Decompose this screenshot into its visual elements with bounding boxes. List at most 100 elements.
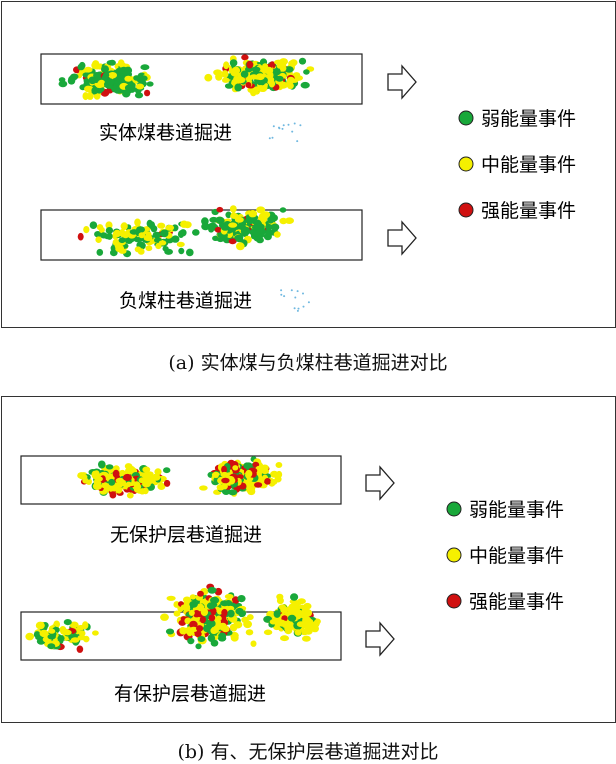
medium-event-dot	[180, 220, 189, 228]
legend-medium-label: 中能量事件	[481, 154, 576, 176]
medium-event-dot	[228, 222, 238, 228]
medium-event-dot	[133, 486, 141, 493]
medium-event-dot	[59, 626, 67, 634]
medium-event-dot	[199, 485, 208, 491]
micro-dot	[293, 307, 296, 310]
legend-strong-marker	[458, 202, 474, 218]
legend-weak-marker	[458, 110, 474, 126]
medium-event-dot	[221, 483, 228, 490]
medium-event-dot	[94, 476, 103, 482]
medium-event-dot	[137, 248, 145, 255]
weak-event-dot	[94, 231, 102, 238]
micro-dot	[281, 127, 284, 130]
weak-event-dot	[279, 207, 287, 213]
weak-event-dot	[240, 70, 249, 78]
legend-medium-marker	[446, 547, 462, 563]
medium-event-dot	[245, 629, 254, 636]
medium-event-dot	[69, 621, 79, 629]
medium-event-dot	[294, 629, 302, 636]
micro-dot	[307, 301, 310, 304]
weak-event-dot	[165, 628, 175, 635]
weak-event-dot	[118, 237, 126, 244]
micro-dot	[283, 295, 286, 298]
weak-event-dot	[189, 600, 198, 608]
medium-event-dot	[92, 482, 102, 490]
weak-event-dot	[146, 219, 153, 228]
strong-event-dot	[144, 89, 151, 97]
weak-event-dot	[58, 80, 68, 88]
medium-event-dot	[158, 240, 167, 246]
weak-event-dot	[235, 236, 244, 243]
weak-event-dot	[177, 230, 185, 238]
arrow-right-icon	[387, 64, 417, 100]
medium-event-dot	[280, 635, 289, 642]
medium-event-dot	[222, 77, 230, 83]
medium-event-dot	[232, 465, 239, 471]
weak-event-dot	[218, 632, 227, 640]
medium-event-dot	[83, 66, 93, 73]
medium-event-dot	[189, 626, 198, 632]
weak-event-dot	[228, 226, 236, 232]
medium-event-dot	[124, 463, 133, 470]
weak-event-dot	[68, 75, 76, 84]
medium-event-dot	[126, 492, 134, 499]
micro-dot	[280, 289, 283, 292]
legend-weak-label: 弱能量事件	[481, 108, 576, 130]
micro-dot	[293, 122, 296, 125]
medium-event-dot	[35, 621, 45, 630]
medium-event-dot	[97, 79, 106, 88]
medium-event-dot	[216, 607, 223, 615]
medium-event-dot	[93, 63, 102, 70]
event-cluster-negative-pillar	[77, 205, 294, 258]
medium-event-dot	[243, 620, 253, 629]
medium-event-dot	[280, 606, 288, 614]
arrow-right-icon	[365, 621, 395, 657]
strong-event-dot	[210, 607, 217, 616]
medium-event-dot	[273, 231, 281, 238]
medium-event-dot	[108, 72, 117, 79]
weak-event-dot	[243, 462, 251, 469]
medium-event-dot	[82, 92, 89, 101]
medium-event-dot	[313, 619, 320, 628]
weak-event-dot	[275, 75, 284, 82]
medium-event-dot	[105, 221, 113, 229]
medium-event-dot	[270, 479, 278, 485]
medium-event-dot	[115, 477, 125, 484]
strong-event-dot	[221, 477, 230, 484]
weak-event-dot	[110, 249, 118, 257]
weak-event-dot	[256, 226, 264, 234]
medium-event-dot	[166, 595, 176, 601]
medium-event-dot	[77, 472, 86, 479]
micro-dot	[302, 305, 305, 308]
weak-event-dot	[57, 635, 65, 642]
micro-dot	[287, 123, 290, 126]
weak-event-dot	[178, 247, 185, 255]
strong-event-dot	[178, 619, 187, 626]
medium-event-dot	[255, 73, 265, 81]
medium-event-dot	[276, 597, 284, 605]
medium-event-dot	[125, 481, 132, 487]
weak-event-dot	[129, 229, 139, 235]
medium-event-dot	[134, 218, 141, 227]
medium-event-dot	[221, 70, 229, 78]
strong-event-dot	[192, 610, 201, 618]
weak-event-dot	[164, 248, 174, 255]
weak-event-dot	[300, 81, 310, 89]
weak-event-dot	[206, 602, 216, 610]
medium-event-dot	[204, 73, 213, 82]
strong-event-dot	[199, 616, 206, 624]
micro-dot	[297, 307, 300, 310]
weak-event-dot	[227, 609, 235, 618]
weak-event-dot	[240, 227, 247, 235]
medium-event-dot	[278, 61, 287, 69]
medium-event-dot	[263, 629, 273, 636]
medium-event-dot	[77, 624, 85, 631]
medium-event-dot	[213, 69, 223, 76]
medium-event-dot	[39, 629, 49, 638]
weak-event-dot	[224, 83, 234, 89]
medium-event-dot	[212, 625, 219, 634]
weak-event-dot	[105, 227, 114, 234]
micro-dots-a	[268, 122, 310, 312]
weak-event-dot	[234, 83, 242, 92]
medium-event-dot	[70, 637, 80, 643]
